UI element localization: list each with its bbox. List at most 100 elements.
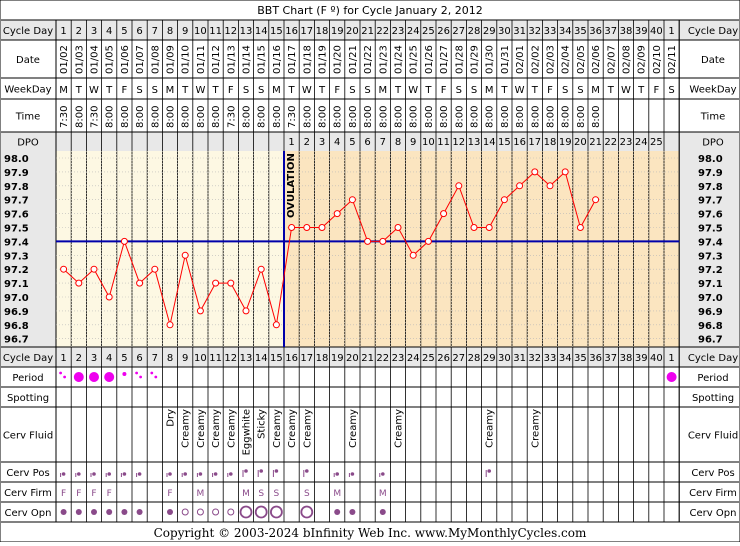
row-label-right-weekday: WeekDay xyxy=(689,85,736,96)
date-cell: 01/09 xyxy=(166,45,177,74)
date-cell: 02/10 xyxy=(652,45,663,74)
date-cell: 01/28 xyxy=(454,45,465,74)
cerv-fluid-cell: Sticky xyxy=(257,409,268,439)
time-cell: 8:00 xyxy=(454,106,465,128)
weekday-cell: W xyxy=(621,85,631,96)
y-tick-label: 96.9 xyxy=(4,307,29,318)
weekday-cell: F xyxy=(122,85,128,96)
weekday-cell: S xyxy=(152,85,158,96)
cerv-pos-dot xyxy=(213,472,218,476)
time-cell: 7:30 xyxy=(287,106,298,128)
weekday-cell: S xyxy=(668,85,674,96)
y-tick-label-right: 97.6 xyxy=(698,210,723,221)
date-cell: 01/16 xyxy=(272,45,283,74)
dpo-cell: 15 xyxy=(498,137,511,148)
y-tick-label: 97.0 xyxy=(4,293,29,304)
row-label-cerv-fluid: Cerv Fluid xyxy=(3,431,53,442)
weekday-cell: W xyxy=(515,85,525,96)
cycle-day-cell-bottom: 34 xyxy=(559,353,572,364)
row-label-right-time: Time xyxy=(700,112,725,123)
cycle-day-cell: 26 xyxy=(437,26,450,37)
cerv-opn-closed xyxy=(75,509,82,515)
date-cell: 01/14 xyxy=(242,45,253,74)
cerv-pos-dot xyxy=(350,472,355,476)
date-cell: 01/24 xyxy=(394,45,405,74)
temperature-point xyxy=(181,251,189,259)
cycle-day-cell: 14 xyxy=(255,26,268,37)
cycle-day-cell: 36 xyxy=(589,26,602,37)
dpo-cell: 2 xyxy=(304,137,310,148)
y-tick-label: 96.7 xyxy=(4,335,29,346)
cycle-day-cell: 4 xyxy=(106,26,112,37)
period-mark-heavy xyxy=(73,372,84,382)
cycle-day-cell: 38 xyxy=(620,26,633,37)
time-cell: 8:00 xyxy=(74,106,85,128)
time-cell: 8:00 xyxy=(576,106,587,128)
cerv-opn-medium xyxy=(212,508,220,516)
temperature-point xyxy=(394,224,402,231)
cycle-day-cell-bottom: 35 xyxy=(574,353,587,364)
temperature-point xyxy=(546,182,554,190)
copyright-footer: Copyright © 2003-2024 bInfinity Web Inc.… xyxy=(154,526,587,540)
date-cell: 02/08 xyxy=(622,45,633,74)
y-tick-label: 97.5 xyxy=(4,224,29,235)
temperature-point xyxy=(60,265,68,273)
y-tick-label: 96.8 xyxy=(4,321,29,332)
cycle-day-cell: 13 xyxy=(240,26,253,37)
cycle-day-cell: 32 xyxy=(528,26,541,37)
cerv-fluid-cell: Creamy xyxy=(302,409,313,448)
y-tick-label: 98.0 xyxy=(4,154,29,165)
date-cell: 01/17 xyxy=(287,45,298,74)
cycle-day-cell: 8 xyxy=(167,26,173,37)
weekday-cell: T xyxy=(181,85,189,96)
temperature-point xyxy=(272,321,280,329)
temperature-point xyxy=(576,224,584,231)
date-cell: 01/10 xyxy=(181,45,192,74)
row-label-right-period: Period xyxy=(697,373,728,384)
cycle-day-cell-bottom: 17 xyxy=(300,353,313,364)
row-label-weekday: WeekDay xyxy=(4,85,51,96)
dpo-cell: 13 xyxy=(468,137,481,148)
y-tick-label-right: 97.5 xyxy=(698,224,723,235)
date-cell: 01/29 xyxy=(470,45,481,74)
date-cell: 02/05 xyxy=(576,45,587,74)
temperature-point xyxy=(257,265,265,273)
temperature-point xyxy=(500,196,508,204)
cycle-day-cell-bottom: 15 xyxy=(270,353,283,364)
cycle-day-cell: 3 xyxy=(91,26,97,37)
date-cell: 01/27 xyxy=(439,45,450,74)
cerv-firm-cell: F xyxy=(91,489,96,499)
weekday-cell: M xyxy=(485,85,494,96)
cycle-day-cell-bottom: 9 xyxy=(182,353,188,364)
cycle-day-cell-bottom: 10 xyxy=(194,353,207,364)
weekday-cell: F xyxy=(547,85,553,96)
weekday-cell: W xyxy=(302,85,312,96)
time-cell: 8:00 xyxy=(530,106,541,128)
date-cell: 01/07 xyxy=(135,45,146,74)
date-cell: 01/04 xyxy=(90,45,101,74)
weekday-cell: F xyxy=(654,85,660,96)
date-cell: 02/01 xyxy=(515,45,526,74)
weekday-cell: T xyxy=(637,85,645,96)
cerv-pos-dot xyxy=(77,472,81,476)
date-cell: 01/25 xyxy=(409,45,420,74)
period-mark-light xyxy=(122,372,127,376)
cycle-day-cell: 21 xyxy=(361,26,374,37)
cycle-day-cell-bottom: 5 xyxy=(121,353,127,364)
cerv-opn-closed xyxy=(91,509,97,515)
cerv-fluid-cell: Creamy xyxy=(348,409,359,448)
cycle-day-cell-bottom: 25 xyxy=(422,353,435,364)
period-mark-spotting xyxy=(150,371,154,375)
cycle-day-cell-bottom: 36 xyxy=(589,353,602,364)
cycle-day-cell-bottom: 40 xyxy=(650,353,663,364)
period-mark-heavy xyxy=(89,372,99,382)
cycle-day-cell-bottom: 1 xyxy=(60,353,66,364)
temperature-point xyxy=(592,196,600,204)
temperature-point xyxy=(440,210,448,218)
cerv-opn-open xyxy=(254,505,268,519)
cerv-pos-dot xyxy=(92,472,96,476)
y-tick-label: 97.6 xyxy=(4,210,29,221)
time-cell: 8:00 xyxy=(348,106,359,128)
cycle-day-cell: 25 xyxy=(422,26,435,37)
